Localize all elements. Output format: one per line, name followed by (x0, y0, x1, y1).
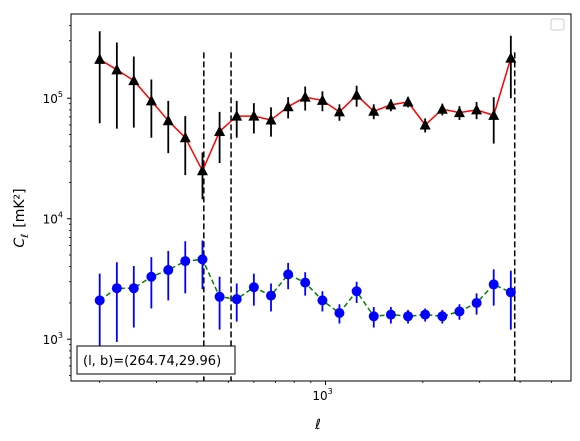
data-point-triangle (128, 74, 140, 86)
data-point-triangle (368, 105, 380, 116)
data-point-triangle (265, 113, 277, 125)
data-point-circle (214, 291, 225, 302)
data-point-triangle (94, 53, 106, 64)
data-point-circle (351, 286, 362, 297)
data-point-triangle (248, 110, 260, 121)
annotation-text: (l, b)=(264.74,29.96) (83, 354, 221, 369)
series-group (94, 31, 517, 358)
data-point-circle (317, 295, 328, 306)
data-point-circle (471, 297, 482, 308)
data-point-triangle (179, 131, 191, 143)
annotation-box: (l, b)=(264.74,29.96) (76, 345, 236, 375)
series-1 (94, 31, 517, 200)
data-point-circle (128, 283, 139, 294)
data-point-circle (454, 306, 465, 317)
data-point-triangle (333, 105, 345, 117)
data-point-circle (111, 283, 122, 294)
data-point-triangle (231, 110, 243, 121)
x-tick-label: 103 (312, 387, 332, 403)
data-point-triangle (453, 106, 465, 118)
data-point-triangle (402, 96, 414, 107)
data-point-circle (283, 269, 294, 280)
data-point-triangle (111, 63, 123, 75)
y-axis-label-unit: [mK²] (12, 188, 28, 227)
data-point-triangle (471, 103, 483, 115)
series-2 (94, 240, 516, 358)
data-point-circle (403, 311, 414, 322)
data-point-triangle (385, 98, 397, 110)
data-point-triangle (214, 125, 226, 136)
data-point-circle (385, 309, 396, 320)
data-point-triangle (282, 100, 294, 112)
x-axis-label: ℓ (314, 417, 321, 433)
y-tick-label-exponent: 5 (58, 90, 63, 99)
y-axis-label: Cℓ [mK²] (12, 188, 31, 247)
y-tick-label-exponent: 3 (58, 331, 63, 340)
data-point-triangle (196, 164, 208, 176)
data-point-triangle (351, 89, 363, 100)
x-tick-label-exponent: 3 (328, 387, 333, 396)
y-tick-label-exponent: 4 (58, 211, 63, 220)
vertical-lines (203, 52, 516, 381)
data-point-triangle (145, 94, 157, 106)
data-point-triangle (436, 103, 448, 114)
data-point-circle (334, 308, 345, 319)
data-point-circle (437, 311, 448, 322)
data-point-circle (94, 295, 105, 306)
axes-frame (70, 13, 572, 382)
data-point-circle (180, 256, 191, 267)
data-point-circle (197, 254, 208, 265)
data-point-circle (266, 290, 277, 301)
y-axis-label-subscript: ℓ (20, 234, 31, 238)
data-point-triangle (162, 114, 174, 126)
legend-box (550, 18, 565, 31)
data-point-circle (231, 294, 242, 305)
data-point-triangle (316, 94, 328, 105)
data-point-circle (248, 282, 259, 293)
data-point-circle (300, 277, 311, 288)
data-point-circle (163, 265, 174, 276)
data-point-triangle (488, 109, 500, 120)
data-point-circle (505, 287, 516, 298)
data-point-triangle (299, 91, 311, 102)
data-point-triangle (419, 118, 431, 130)
y-axis-label-symbol: C (12, 238, 28, 248)
data-point-triangle (505, 52, 517, 63)
data-point-circle (368, 311, 379, 322)
data-point-circle (420, 309, 431, 320)
data-point-circle (146, 271, 157, 282)
data-point-circle (488, 279, 499, 290)
